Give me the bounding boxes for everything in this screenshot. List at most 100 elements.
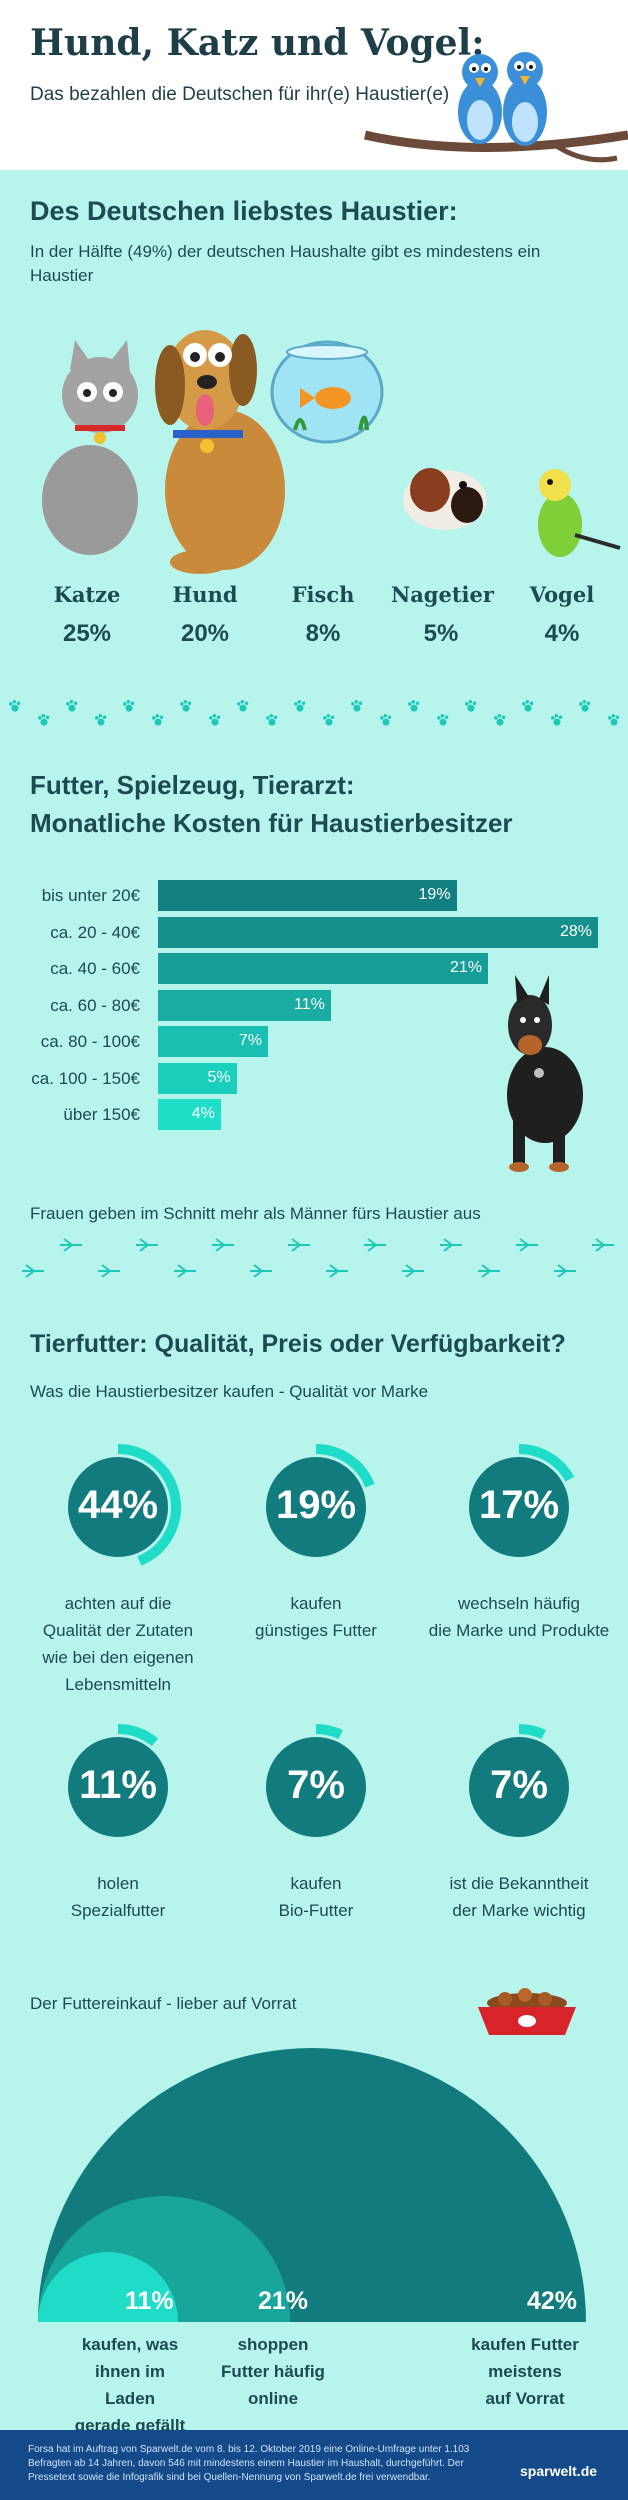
section-costs-heading-2: Monatliche Kosten für Haustierbesitzer bbox=[30, 808, 513, 838]
ring-chart bbox=[266, 1444, 375, 1557]
shopping-semicircle-chart bbox=[38, 2048, 586, 2322]
bird-track-icon bbox=[250, 1264, 272, 1278]
bird-track-icon bbox=[174, 1264, 196, 1278]
ring-arc bbox=[117, 1724, 159, 1747]
shopping-percentage: 42% bbox=[527, 2287, 578, 2315]
ring-label: achten auf die Qualität der Zutaten wie be… bbox=[42, 1594, 194, 1694]
bird-track-icon bbox=[440, 1238, 462, 1252]
shopping-label: kaufen Futter meistens auf Vorrat bbox=[471, 2335, 579, 2408]
shopping-percentage: 11% bbox=[125, 2287, 174, 2315]
ring-label: kaufen Bio-Futter bbox=[278, 1874, 354, 1920]
costs-bar-chart: bis unter 20€ 19% ca. 20 - 40€ 28% ca. 40 - … bbox=[0, 880, 628, 1140]
pet-label-nagetier: Nagetier bbox=[391, 582, 494, 607]
ring-arc bbox=[518, 1724, 546, 1740]
bird-track-icon bbox=[136, 1238, 158, 1252]
ring-label: kaufen günstiges Futter bbox=[255, 1594, 377, 1640]
pet-label-katze: Katze bbox=[53, 582, 121, 607]
section-shopping-heading: Der Futtereinkauf - lieber auf Vorrat bbox=[30, 1994, 297, 2013]
pet-pct-katze: 25% bbox=[62, 620, 112, 647]
pet-pct-fisch: 8% bbox=[305, 620, 341, 647]
brand-logo: sparwelt.de bbox=[520, 2463, 598, 2479]
cost-bar: 28% bbox=[158, 916, 598, 948]
paw-icon bbox=[379, 714, 391, 726]
bird-track-icon bbox=[212, 1238, 234, 1252]
ring-arc bbox=[315, 1724, 343, 1740]
bar-category-label: ca. 20 - 40€ bbox=[50, 922, 140, 942]
shopping-label: kaufen, was ihnen im Laden gerade gefällt bbox=[74, 2335, 186, 2435]
ring-chart bbox=[469, 1724, 569, 1837]
ring-chart bbox=[68, 1444, 181, 1566]
ring-arc bbox=[518, 1444, 575, 1482]
paw-icon bbox=[550, 714, 562, 726]
footer bbox=[0, 2430, 628, 2500]
section-costs-heading-1: Futter, Spielzeug, Tierarzt: bbox=[30, 770, 355, 800]
paw-divider bbox=[0, 695, 628, 735]
pet-label-vogel: Vogel bbox=[529, 582, 595, 607]
paw-icon bbox=[607, 714, 619, 726]
page-title: Hund, Katz und Vogel: bbox=[30, 22, 485, 64]
bar-value-label: 11% bbox=[294, 995, 325, 1013]
pet-pct-hund: 20% bbox=[180, 620, 230, 647]
bird-track-icon bbox=[554, 1264, 576, 1278]
paw-icon bbox=[294, 700, 306, 712]
bar-category-label: ca. 60 - 80€ bbox=[50, 995, 140, 1015]
ring-label: holen Spezialfutter bbox=[70, 1874, 166, 1920]
paw-icon bbox=[208, 714, 220, 726]
ring-label: wechseln häufig die Marke und Produkte bbox=[428, 1594, 610, 1640]
ring-arc bbox=[315, 1444, 375, 1488]
paw-icon bbox=[180, 700, 192, 712]
bar-value-label: 19% bbox=[418, 886, 451, 903]
bird-track-icon bbox=[326, 1264, 348, 1278]
bar-value-label: 4% bbox=[191, 1105, 215, 1122]
ring-percentage: 44% bbox=[77, 1483, 159, 1527]
ring-percentage: 11% bbox=[79, 1763, 157, 1807]
food-bowl-illustration bbox=[478, 1988, 576, 2035]
bar-value-label: 28% bbox=[559, 922, 592, 940]
page-subtitle: Das bezahlen die Deutschen für ihr(e) Ha… bbox=[30, 84, 450, 105]
semicircle-small bbox=[38, 2252, 178, 2322]
cost-bar: 4% bbox=[158, 1099, 221, 1130]
bar-value-label: 7% bbox=[238, 1032, 262, 1049]
paw-icon bbox=[579, 700, 591, 712]
ring-arc bbox=[117, 1444, 181, 1566]
bar-category-label: ca. 80 - 100€ bbox=[40, 1032, 140, 1051]
bar-category-label: über 150€ bbox=[63, 1105, 140, 1124]
ring-center bbox=[68, 1737, 168, 1837]
paw-icon bbox=[436, 714, 448, 726]
bar-category-label: bis unter 20€ bbox=[41, 886, 140, 905]
shopping-percentage: 21% bbox=[258, 2287, 309, 2315]
pet-pct-vogel: 4% bbox=[544, 620, 580, 647]
bar-category-label: ca. 100 - 150€ bbox=[31, 1068, 140, 1088]
bird-track-icon bbox=[516, 1238, 538, 1252]
birds-illustration bbox=[364, 52, 628, 163]
paw-icon bbox=[123, 700, 135, 712]
section-pets-heading: Des Deutschen liebstes Haustier: bbox=[30, 196, 458, 226]
paw-icon bbox=[465, 700, 477, 712]
bird-track-icon bbox=[364, 1238, 386, 1252]
ring-percentage: 7% bbox=[490, 1763, 548, 1807]
ring-chart bbox=[469, 1444, 575, 1557]
ring-center bbox=[469, 1457, 569, 1557]
bird-track-icon bbox=[22, 1264, 44, 1278]
cost-bar: 7% bbox=[158, 1026, 268, 1057]
cost-bar: 5% bbox=[158, 1062, 237, 1094]
paw-icon bbox=[237, 700, 249, 712]
ring-chart bbox=[68, 1724, 168, 1837]
bird-track-icon bbox=[478, 1264, 500, 1278]
shopping-label: shoppen Futter häufig online bbox=[221, 2335, 325, 2408]
paw-icon bbox=[493, 714, 505, 726]
ring-percentage: 17% bbox=[478, 1483, 560, 1527]
ring-center bbox=[68, 1457, 168, 1557]
pets-illustration bbox=[42, 330, 621, 574]
ring-chart bbox=[266, 1724, 366, 1837]
footer-text: Forsa hat im Auftrag von Sparwelt.de vom… bbox=[28, 2444, 470, 2483]
section-pets-text: In der Hälfte (49%) der deutschen Hausha… bbox=[30, 242, 541, 285]
costs-note: Frauen geben im Schnitt mehr als Männer … bbox=[30, 1204, 481, 1223]
bird-track-icon bbox=[288, 1238, 310, 1252]
bird-track-icon bbox=[402, 1264, 424, 1278]
ring-percentage: 19% bbox=[275, 1483, 357, 1527]
ring-center bbox=[266, 1737, 366, 1837]
pet-label-fisch: Fisch bbox=[291, 582, 355, 607]
section-food-subheading: Was die Haustierbesitzer kaufen - Qualit… bbox=[30, 1382, 429, 1401]
pet-label-hund: Hund bbox=[172, 582, 238, 607]
